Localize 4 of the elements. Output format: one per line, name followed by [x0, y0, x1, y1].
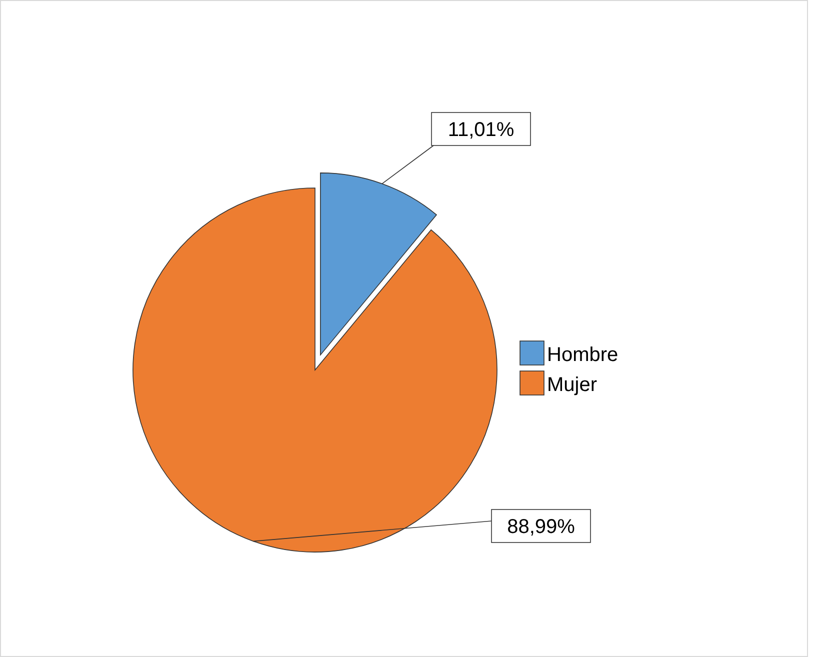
legend-label: Hombre: [547, 344, 618, 366]
legend-label: Mujer: [547, 374, 598, 396]
data-label: 88,99%: [507, 516, 576, 538]
data-label: 11,01%: [448, 119, 514, 141]
